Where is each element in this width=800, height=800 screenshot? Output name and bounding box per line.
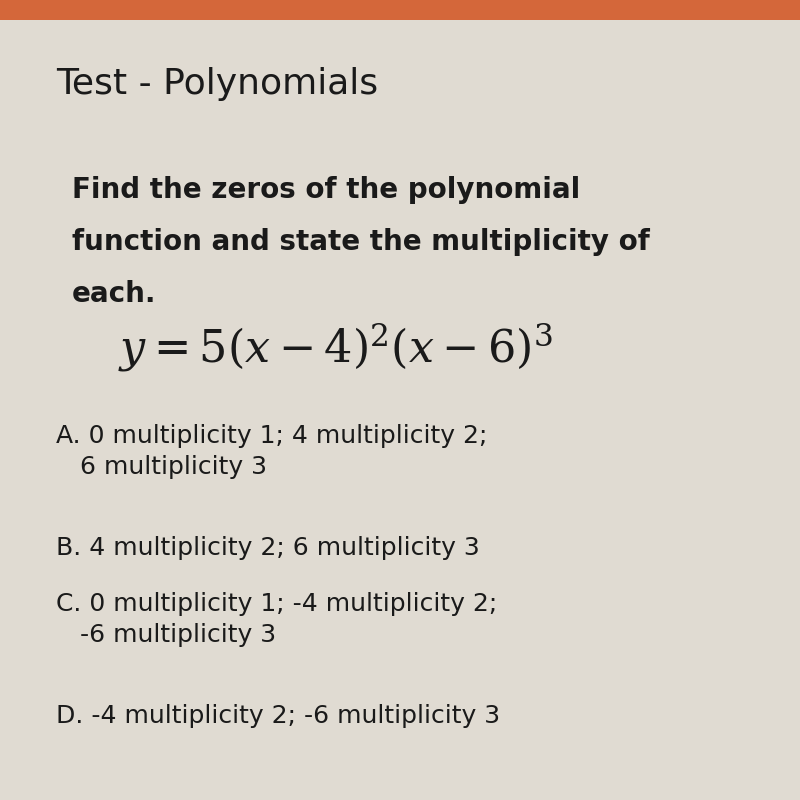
Text: Test - Polynomials: Test - Polynomials: [56, 67, 378, 101]
FancyBboxPatch shape: [0, 0, 800, 20]
Text: function and state the multiplicity of: function and state the multiplicity of: [72, 228, 650, 256]
Text: Find the zeros of the polynomial: Find the zeros of the polynomial: [72, 176, 580, 204]
Text: $y = 5(x-4)^2(x-6)^3$: $y = 5(x-4)^2(x-6)^3$: [118, 322, 554, 374]
Text: each.: each.: [72, 280, 157, 308]
Text: C. 0 multiplicity 1; -4 multiplicity 2;
   -6 multiplicity 3: C. 0 multiplicity 1; -4 multiplicity 2; …: [56, 592, 498, 646]
Text: A. 0 multiplicity 1; 4 multiplicity 2;
   6 multiplicity 3: A. 0 multiplicity 1; 4 multiplicity 2; 6…: [56, 424, 487, 478]
Text: B. 4 multiplicity 2; 6 multiplicity 3: B. 4 multiplicity 2; 6 multiplicity 3: [56, 536, 480, 560]
Text: D. -4 multiplicity 2; -6 multiplicity 3: D. -4 multiplicity 2; -6 multiplicity 3: [56, 704, 500, 728]
